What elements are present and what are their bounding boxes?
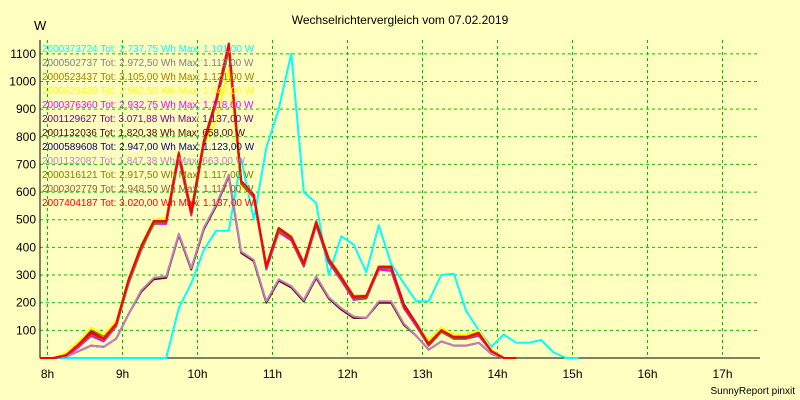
y-tick-label: 700 <box>16 157 36 171</box>
x-tick-label: 11h <box>263 367 282 381</box>
x-tick-labels: 8h 9h 10h 11h 12h 13h 14h 15h 16h 17h <box>41 367 733 381</box>
grid-lines <box>40 40 760 358</box>
legend-entry-8: 2000589608 Tot: 2.947,00 Wh Max: 1.123,0… <box>42 142 255 153</box>
legend-entry-7: 2001132036 Tot: 1.820,38 Wh Max: 658,00 … <box>42 128 246 139</box>
y-tick-label: 600 <box>16 185 36 199</box>
legend-entry-2: 2000502737 Tot: 2.972,50 Wh Max: 1.113,0… <box>42 58 254 69</box>
legend: 2000373724 Tot: 2.737,75 Wh Max: 1.101,0… <box>42 44 255 209</box>
y-tick-labels: 100 200 300 400 500 600 700 800 900 1000 1100 <box>9 47 36 338</box>
y-tick-label: 900 <box>16 102 36 116</box>
y-tick-label: 500 <box>16 213 36 227</box>
x-tick-label: 17h <box>712 367 732 381</box>
y-tick-label: 300 <box>16 268 36 282</box>
y-tick-label: 800 <box>16 130 36 144</box>
x-tick-label: 14h <box>487 367 507 381</box>
legend-entry-12: 2007404187 Tot: 3.020,00 Wh Max: 1.137,0… <box>42 198 255 209</box>
x-tick-label: 9h <box>116 367 129 381</box>
x-tick-label: 13h <box>412 367 432 381</box>
legend-entry-1: 2000373724 Tot: 2.737,75 Wh Max: 1.101,0… <box>42 44 255 55</box>
y-tick-label: 1000 <box>9 74 36 88</box>
legend-entry-11: 2000302779 Tot: 2.948,50 Wh Max: 1.117,0… <box>42 184 254 195</box>
series-line-9 <box>40 173 517 359</box>
y-tick-label: 100 <box>16 323 36 337</box>
legend-entry-9: 2001132087 Tot: 1.847,38 Wh Max: 663,00 … <box>42 156 246 167</box>
series-line-12 <box>40 42 517 359</box>
series-lines <box>40 42 579 359</box>
footer-credit: SunnyReport pinxit <box>711 386 796 397</box>
y-tick-label: 1100 <box>10 47 36 61</box>
series-line-1 <box>40 52 579 359</box>
x-tick-label: 8h <box>41 367 54 381</box>
legend-entry-4: 2000623439 Tot: 2.962,50 Wh Max: 1.048,0… <box>42 86 255 97</box>
y-tick-label: 400 <box>16 240 36 254</box>
chart-title: Wechselrichtervergleich vom 07.02.2019 <box>292 13 509 27</box>
legend-entry-6: 2001129627 Tot: 3.071,88 Wh Max: 1.137,0… <box>42 114 254 125</box>
x-tick-label: 10h <box>187 367 207 381</box>
legend-entry-3: 2000523437 Tot: 3.105,00 Wh Max: 1.121,0… <box>42 72 255 83</box>
x-tick-label: 15h <box>562 367 582 381</box>
legend-entry-5: 2000376360 Tot: 2.932,75 Wh Max: 1.118,0… <box>42 100 254 111</box>
y-tick-label: 200 <box>16 296 36 310</box>
x-tick-label: 12h <box>337 367 357 381</box>
x-tick-label: 16h <box>637 367 657 381</box>
legend-entry-10: 2000316121 Tot: 2.917,50 Wh Max: 1.117,0… <box>42 170 254 181</box>
y-axis-label: W <box>34 18 47 33</box>
